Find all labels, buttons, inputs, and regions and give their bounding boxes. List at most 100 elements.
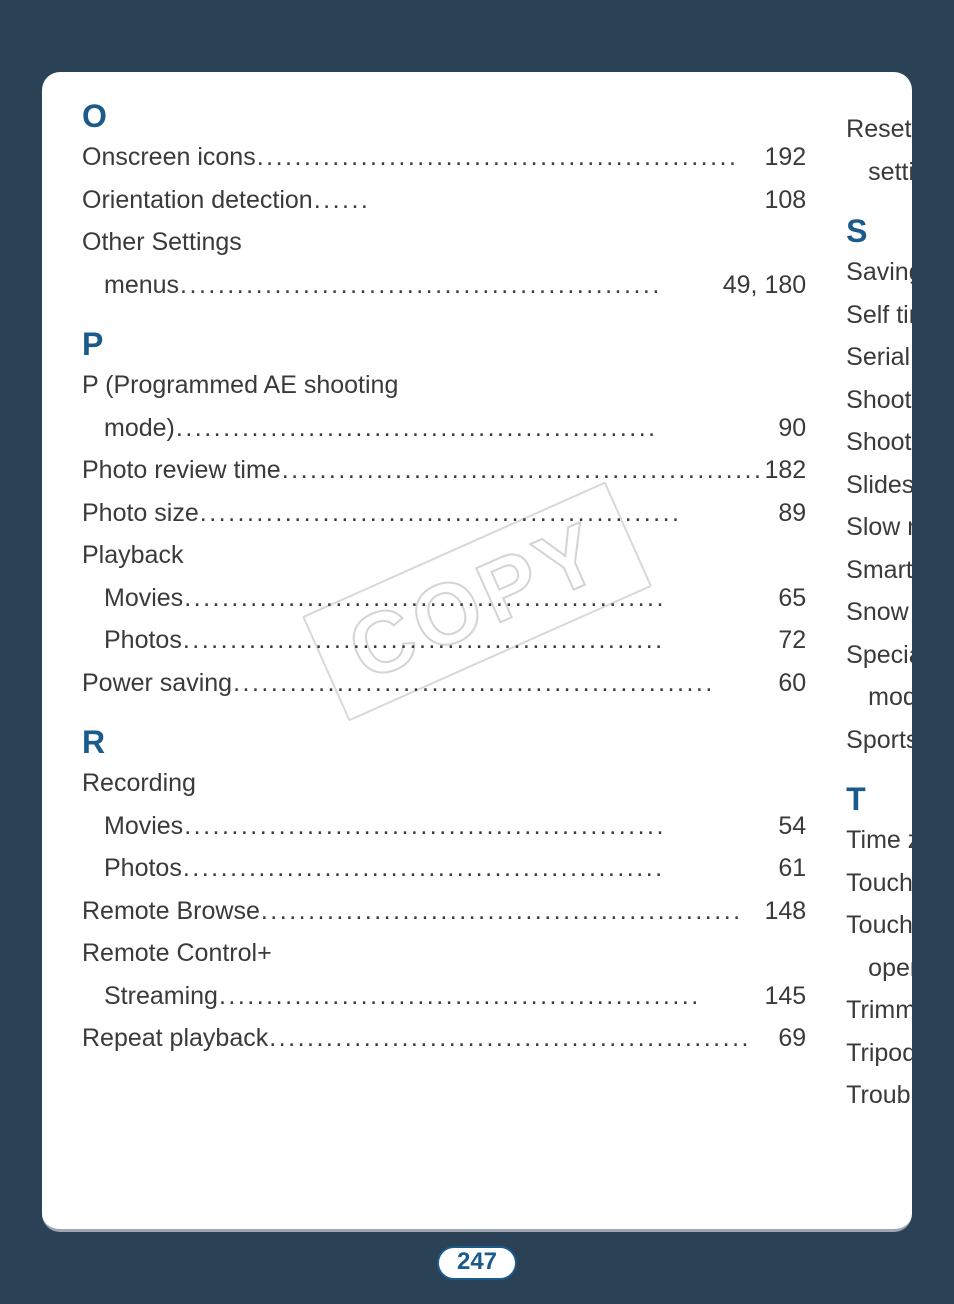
index-entry: Resetting all camcorder settings191 — [846, 108, 912, 193]
index-entry: Orientation detection 108 — [82, 179, 806, 222]
index-entry: Power saving60 — [82, 662, 806, 705]
entry-label: Recording — [82, 762, 196, 805]
leader-dots — [232, 662, 778, 705]
index-entry: Remote Control+ Streaming 145 — [82, 932, 806, 1017]
page-number-badge[interactable]: 247 — [437, 1246, 517, 1280]
entry-label: Onscreen icons — [82, 136, 256, 179]
section-lead: Resetting all camcorder settings191 — [846, 108, 912, 193]
leader-dots — [268, 1017, 778, 1060]
index-entry: Photo size 89 — [82, 492, 806, 535]
leader-dots — [260, 890, 765, 933]
entry-sub-label: Photos — [104, 619, 182, 662]
section-letter: R — [82, 726, 806, 758]
entry-label: Touch AE — [846, 862, 912, 905]
entry-page[interactable]: 54 — [778, 805, 806, 848]
entry-label: Orientation detection — [82, 179, 313, 222]
leader-dots — [218, 975, 765, 1018]
entry-label: Photo size — [82, 492, 199, 535]
entry-label: Serial number — [846, 336, 912, 379]
entry-page[interactable]: 108 — [764, 179, 806, 222]
section-O: O Onscreen icons 192 Orientation detectio… — [82, 100, 806, 306]
section-letter: T — [846, 783, 912, 815]
entry-label: P (Programmed AE shooting — [82, 364, 398, 407]
entry-label: Shooting mode button — [846, 421, 912, 464]
index-entry: Sports (shooting mode)90 — [846, 719, 912, 762]
entry-label: Saving recordings — [846, 251, 912, 294]
entry-page[interactable]: 182 — [764, 449, 806, 492]
entry-label: Sports (shooting mode) — [846, 719, 912, 762]
left-column: O Onscreen icons 192 Orientation detectio… — [82, 100, 806, 1189]
leader-dots — [175, 407, 778, 450]
leader-dots — [182, 619, 779, 662]
leader-dots — [256, 136, 765, 179]
entry-sub-label: Movies — [104, 805, 183, 848]
entry-label: Troubleshooting — [846, 1074, 912, 1117]
index-entry: Photo review time182 — [82, 449, 806, 492]
index-entry: Smart AUTO58 — [846, 549, 912, 592]
index-entry: Playback Movies65 Photos72 — [82, 534, 806, 662]
entry-label-cont: Streaming — [104, 975, 218, 1018]
two-column-layout: O Onscreen icons 192 Orientation detectio… — [82, 100, 872, 1189]
entry-page[interactable]: 192 — [764, 136, 806, 179]
entry-label: Time zone/DST — [846, 819, 912, 862]
section-letter: O — [82, 100, 806, 132]
index-entry: Saving recordings131 — [846, 251, 912, 294]
entry-page[interactable]: 89 — [778, 492, 806, 535]
entry-label: Playback — [82, 534, 183, 577]
entry-label: Remote Browse — [82, 890, 260, 933]
section-T: T Time zone/DST41 Touch AE116 Touch scre… — [846, 783, 912, 1117]
index-entry: Remote Browse 148 — [82, 890, 806, 933]
entry-label: Other Settings — [82, 221, 242, 264]
entry-page[interactable]: 69 — [778, 1017, 806, 1060]
section-letter: P — [82, 328, 806, 360]
section-letter: S — [846, 215, 912, 247]
entry-label-cont: menus — [104, 264, 179, 307]
index-entry: Slow motion98 — [846, 506, 912, 549]
index-entry: Slideshow84 — [846, 464, 912, 507]
leader-dots — [199, 492, 779, 535]
entry-label: Slideshow — [846, 464, 912, 507]
entry-page[interactable]: 65 — [778, 577, 806, 620]
index-entry: Touch screen operations44 — [846, 904, 912, 989]
entry-label: Snow (shooting mode) — [846, 591, 912, 634]
entry-page[interactable]: 60 — [778, 662, 806, 705]
entry-sub-label: Photos — [104, 847, 182, 890]
entry-page[interactable]: 145 — [764, 975, 806, 1018]
leader-dots — [179, 264, 723, 307]
index-entry: P (Programmed AE shooting mode) 90 — [82, 364, 806, 449]
index-entry: Tripod228 — [846, 1032, 912, 1075]
index-entry: Serial number24 — [846, 336, 912, 379]
entry-label: Resetting all camcorder — [846, 108, 912, 151]
index-entry: Other Settings menus 49, 180 — [82, 221, 806, 306]
entry-page[interactable]: 72 — [778, 619, 806, 662]
index-entry: Touch AE116 — [846, 862, 912, 905]
index-entry: Onscreen icons 192 — [82, 136, 806, 179]
section-R: R Recording Movies 54 Photos 61 Remote Bro… — [82, 726, 806, 1060]
index-entry: Troubleshooting199 — [846, 1074, 912, 1117]
entry-label: Remote Control+ — [82, 932, 272, 975]
index-entry: Special recording modes94 — [846, 634, 912, 719]
leader-dots — [313, 179, 765, 222]
entry-page[interactable]: 61 — [778, 847, 806, 890]
entry-label-cont: modes — [868, 676, 912, 719]
index-entry: Repeat playback 69 — [82, 1017, 806, 1060]
entry-label: Tripod — [846, 1032, 912, 1075]
entry-label: Repeat playback — [82, 1017, 268, 1060]
entry-label-cont: mode) — [104, 407, 175, 450]
entry-page[interactable]: 148 — [764, 890, 806, 933]
entry-page[interactable]: 90 — [778, 407, 806, 450]
index-page: COPY O Onscreen icons192 Orientation det… — [42, 72, 912, 1232]
index-entry: Shooting mode button90 — [846, 421, 912, 464]
index-entry: Self timer102 — [846, 294, 912, 337]
index-entry: Time zone/DST41 — [846, 819, 912, 862]
index-entry: Snow (shooting mode)90 — [846, 591, 912, 634]
leader-dots — [183, 805, 778, 848]
entry-label: Self timer — [846, 294, 912, 337]
leader-dots — [183, 577, 778, 620]
leader-dots — [281, 449, 765, 492]
entry-label-cont: settings — [868, 151, 912, 194]
entry-label: Trimming scenes — [846, 989, 912, 1032]
index-entry: Recording Movies 54 Photos 61 — [82, 762, 806, 890]
entry-label-cont: operations — [868, 947, 912, 990]
entry-page[interactable]: 49, 180 — [723, 264, 806, 307]
